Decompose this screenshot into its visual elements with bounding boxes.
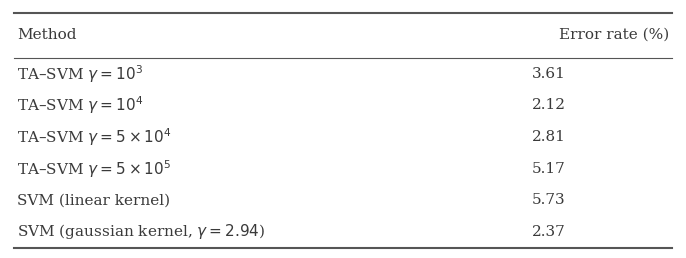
Text: Error rate (%): Error rate (%) [558,28,669,42]
Text: Method: Method [17,28,77,42]
Text: 2.12: 2.12 [532,99,566,112]
Text: TA–SVM $\gamma = 10^4$: TA–SVM $\gamma = 10^4$ [17,95,143,116]
Text: SVM (gaussian kernel, $\gamma = 2.94$): SVM (gaussian kernel, $\gamma = 2.94$) [17,222,265,241]
Text: 2.37: 2.37 [532,225,566,239]
Text: TA–SVM $\gamma = 5 \times 10^4$: TA–SVM $\gamma = 5 \times 10^4$ [17,126,172,148]
Text: 5.73: 5.73 [532,193,566,207]
Text: 5.17: 5.17 [532,162,566,176]
Text: 3.61: 3.61 [532,67,566,81]
Text: TA–SVM $\gamma = 5 \times 10^5$: TA–SVM $\gamma = 5 \times 10^5$ [17,158,172,180]
Text: TA–SVM $\gamma = 10^3$: TA–SVM $\gamma = 10^3$ [17,63,143,85]
Text: SVM (linear kernel): SVM (linear kernel) [17,193,170,207]
Text: 2.81: 2.81 [532,130,566,144]
